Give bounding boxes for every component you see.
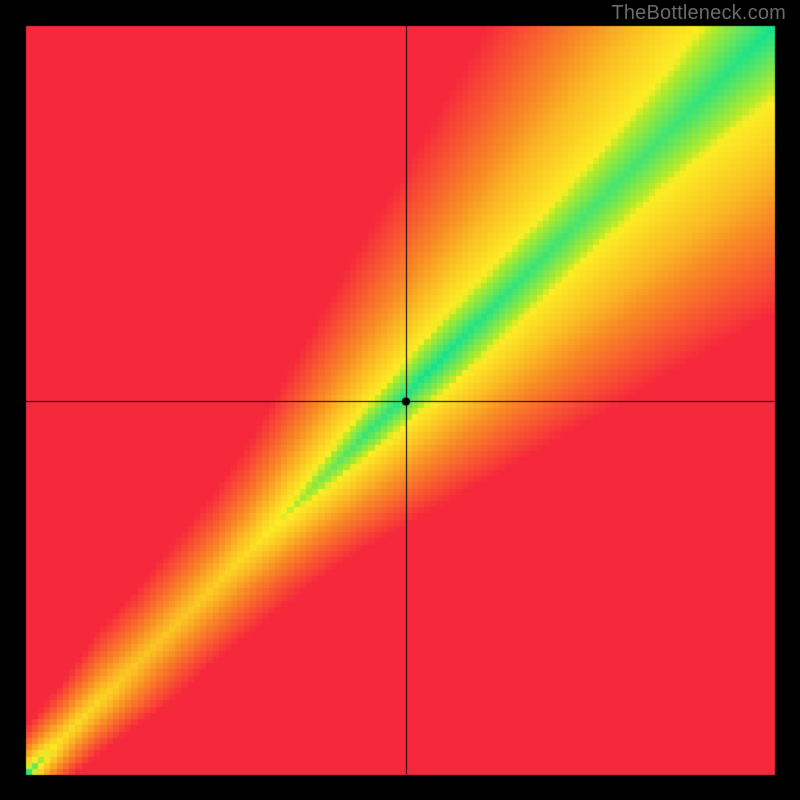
watermark-text: TheBottleneck.com (611, 2, 786, 25)
heatmap-canvas (0, 0, 800, 800)
chart-container: TheBottleneck.com (0, 0, 800, 800)
